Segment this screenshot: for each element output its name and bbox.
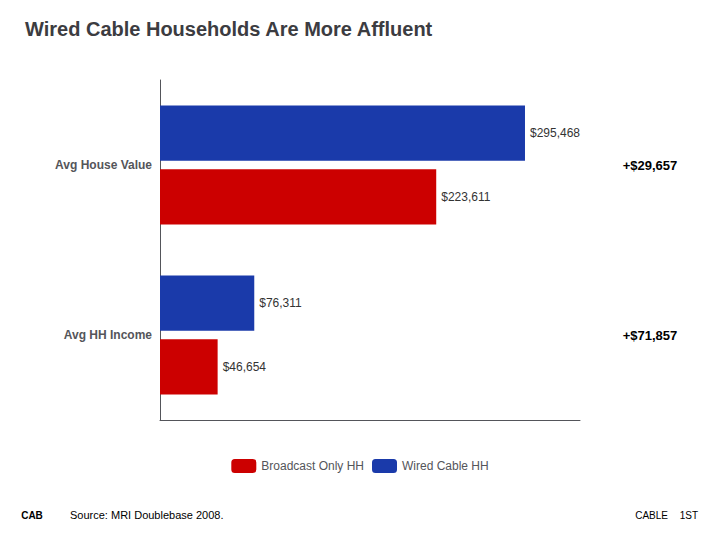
svg-text:CABLE: CABLE	[635, 510, 668, 521]
svg-text:$46,654: $46,654	[223, 360, 267, 374]
svg-text:$76,311: $76,311	[259, 296, 302, 310]
svg-text:Avg House Value: Avg House Value	[55, 158, 152, 172]
svg-text:Wired Cable Households Are Mor: Wired Cable Households Are More Affluent	[25, 18, 433, 40]
svg-text:Source: MRI Doublebase 2008.: Source: MRI Doublebase 2008.	[70, 509, 223, 521]
svg-text:Wired Cable HH: Wired Cable HH	[402, 459, 489, 473]
svg-text:Avg HH Income: Avg HH Income	[64, 328, 153, 342]
svg-text:$295,468: $295,468	[530, 126, 580, 140]
svg-text:$223,611: $223,611	[441, 190, 490, 204]
svg-text:+$71,857: +$71,857	[623, 328, 678, 343]
svg-text:Broadcast Only HH: Broadcast Only HH	[261, 459, 364, 473]
svg-text:+$29,657: +$29,657	[623, 158, 678, 173]
svg-text:CAB: CAB	[21, 510, 43, 521]
svg-text:1ST: 1ST	[680, 510, 698, 521]
